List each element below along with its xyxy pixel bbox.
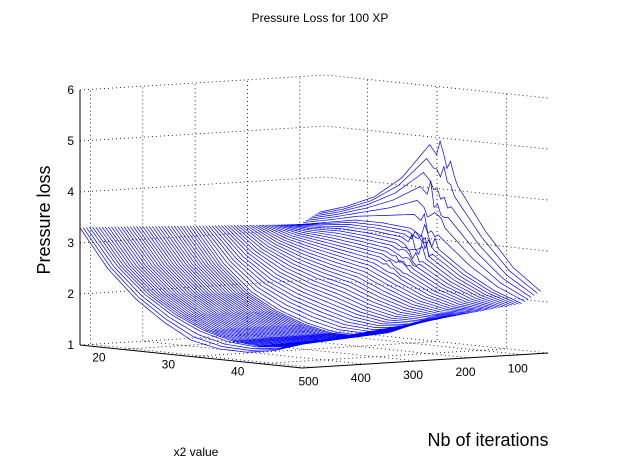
surface-line [108,226,331,345]
surface-line [290,224,513,306]
y-tick-label: 300 [403,368,423,382]
surface-line [271,224,494,310]
surface-line [82,227,306,351]
x-axis-line [79,344,303,369]
grid-line [79,176,549,201]
surface-line [236,225,460,317]
x-tick-label: 40 [231,365,245,379]
surface-line [255,224,478,312]
surface-line [126,226,350,343]
surface-line [274,224,497,309]
surface-line [195,225,419,336]
surface-line [268,224,491,310]
surface-line [199,225,422,334]
surface-line [258,224,482,312]
z-tick-label: 2 [67,287,74,301]
surface-line [205,225,428,330]
axes [79,90,549,369]
z-tick-label: 6 [67,83,74,97]
y-tick-label: 400 [351,371,371,385]
z-tick-label: 5 [67,134,74,148]
surface-line [318,139,541,292]
surface-line [249,224,472,314]
surface-line [306,200,529,300]
surface-line [312,172,535,296]
surface-line [252,224,475,313]
chart-title: Pressure Loss for 100 XP [252,11,389,25]
surface-line [211,225,434,327]
surface-line [221,225,444,323]
surface-line [243,224,466,315]
z-tick-label: 4 [67,185,74,199]
y-tick-label: 100 [508,362,528,376]
y-axis-line [301,352,549,369]
surface-line [315,157,538,294]
x-axis-label: x2 value [174,445,219,459]
surface-line [309,180,532,298]
surface-line [95,226,318,347]
surface-line [89,226,312,348]
surface-line [224,225,447,322]
grid-line [79,74,549,99]
surface-line [277,224,500,308]
z-tick-label: 1 [67,338,74,352]
y-tick-label: 500 [298,374,318,388]
surface-line [123,226,347,344]
grid-line [121,79,369,350]
surface-line [79,227,303,353]
surface-line [287,224,510,307]
grid-line [260,93,507,365]
surface-line [202,225,425,332]
surface-line [293,224,516,306]
y-axis-label: Nb of iterations [427,430,548,450]
surface-line [208,225,431,328]
surface-line [299,219,522,304]
x-tick-label: 30 [162,358,176,372]
surface-line [230,225,453,319]
surface-line [265,224,488,311]
surface-line [98,226,321,346]
surface-line [227,225,450,320]
grid [79,74,549,368]
x-tick-label: 20 [92,350,106,364]
surface-line [129,226,353,343]
grid-line [190,86,438,357]
surface-line [280,224,504,308]
surface-line [233,225,456,318]
z-tick-label: 3 [67,236,74,250]
grid-line [142,86,365,365]
surface-line [86,227,309,350]
surface-line [192,225,416,337]
surface-line [261,224,485,311]
surface-line [92,226,315,347]
surface-line [284,224,507,307]
surface-line [246,224,469,314]
tick-labels: 1 2 3 4 5 6 20 30 40 100 200 300 400 500 [67,83,528,388]
surface-line [214,225,438,325]
z-axis-label: Pressure loss [34,165,54,274]
surface-line [239,224,463,315]
surface-line [217,225,441,324]
grid-line [79,125,549,150]
surface-line [302,212,526,302]
surface-lines [79,139,541,353]
surface-line [296,221,519,305]
y-tick-label: 200 [455,365,475,379]
